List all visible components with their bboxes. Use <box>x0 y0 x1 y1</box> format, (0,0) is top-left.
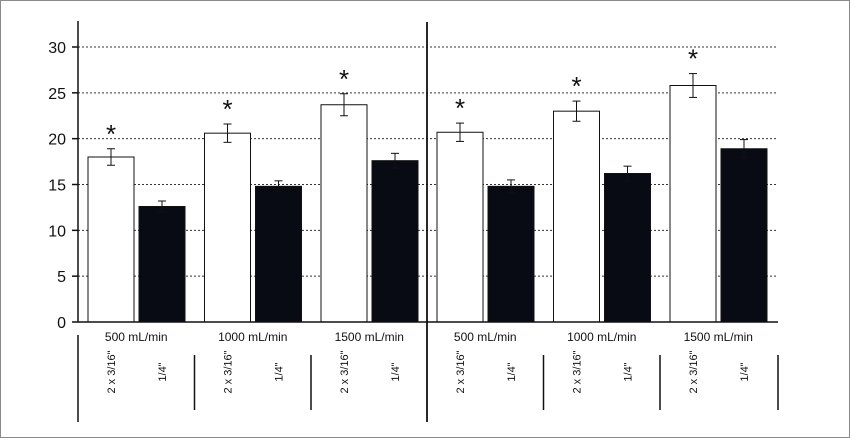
bar-sub-label: 2 x 3/16" <box>223 350 235 393</box>
y-tick-label: 15 <box>48 178 66 195</box>
bar <box>138 206 186 323</box>
bar-sub-label: 2 x 3/16" <box>106 350 118 393</box>
bar-sub-label: 2 x 3/16" <box>572 350 584 393</box>
bar <box>371 160 419 323</box>
category-label: 1500 mL/min <box>335 330 404 344</box>
bar-sub-label: 2 x 3/16" <box>339 350 351 393</box>
category-label: 1000 mL/min <box>218 330 287 344</box>
bar <box>436 131 484 323</box>
bar <box>204 132 251 323</box>
bar <box>87 156 135 323</box>
significance-marker: * <box>688 44 698 74</box>
bar <box>669 85 717 323</box>
bar <box>487 185 535 323</box>
bar <box>320 104 368 323</box>
bar-sub-label: 1/4" <box>274 362 286 381</box>
y-tick-label: 20 <box>48 132 66 149</box>
bar-sub-label: 1/4" <box>157 362 169 381</box>
bar-sub-label: 2 x 3/16" <box>688 350 700 393</box>
y-tick-label: 25 <box>48 86 66 103</box>
significance-marker: * <box>106 119 116 149</box>
significance-marker: * <box>339 64 349 94</box>
y-tick-label: 5 <box>57 269 66 286</box>
significance-marker: * <box>222 94 232 124</box>
labels: 0 5 10 15 20 25 30 500 mL/min * 2 x 3/16" 1/4" 1000… <box>48 40 753 394</box>
y-tick-label: 0 <box>57 315 66 332</box>
category-label: 500 mL/min <box>454 330 517 344</box>
grid-lines <box>78 46 778 277</box>
axes <box>72 21 779 422</box>
bar-sub-label: 1/4" <box>390 362 402 381</box>
y-tick-label: 10 <box>48 223 66 240</box>
category-label: 1000 mL/min <box>567 330 636 344</box>
bar <box>553 110 600 323</box>
bar-sub-label: 2 x 3/16" <box>455 350 467 393</box>
bar <box>255 185 302 323</box>
category-label: 1500 mL/min <box>684 330 753 344</box>
bar-sub-label: 1/4" <box>623 362 635 381</box>
category-label: 500 mL/min <box>105 330 168 344</box>
significance-marker: * <box>571 71 581 101</box>
bar <box>720 148 768 323</box>
bar <box>604 173 651 323</box>
bar-sub-label: 1/4" <box>506 362 518 381</box>
bars <box>87 73 768 323</box>
y-tick-label: 30 <box>48 40 66 57</box>
significance-marker: * <box>455 93 465 123</box>
bar-sub-label: 1/4" <box>739 362 751 381</box>
